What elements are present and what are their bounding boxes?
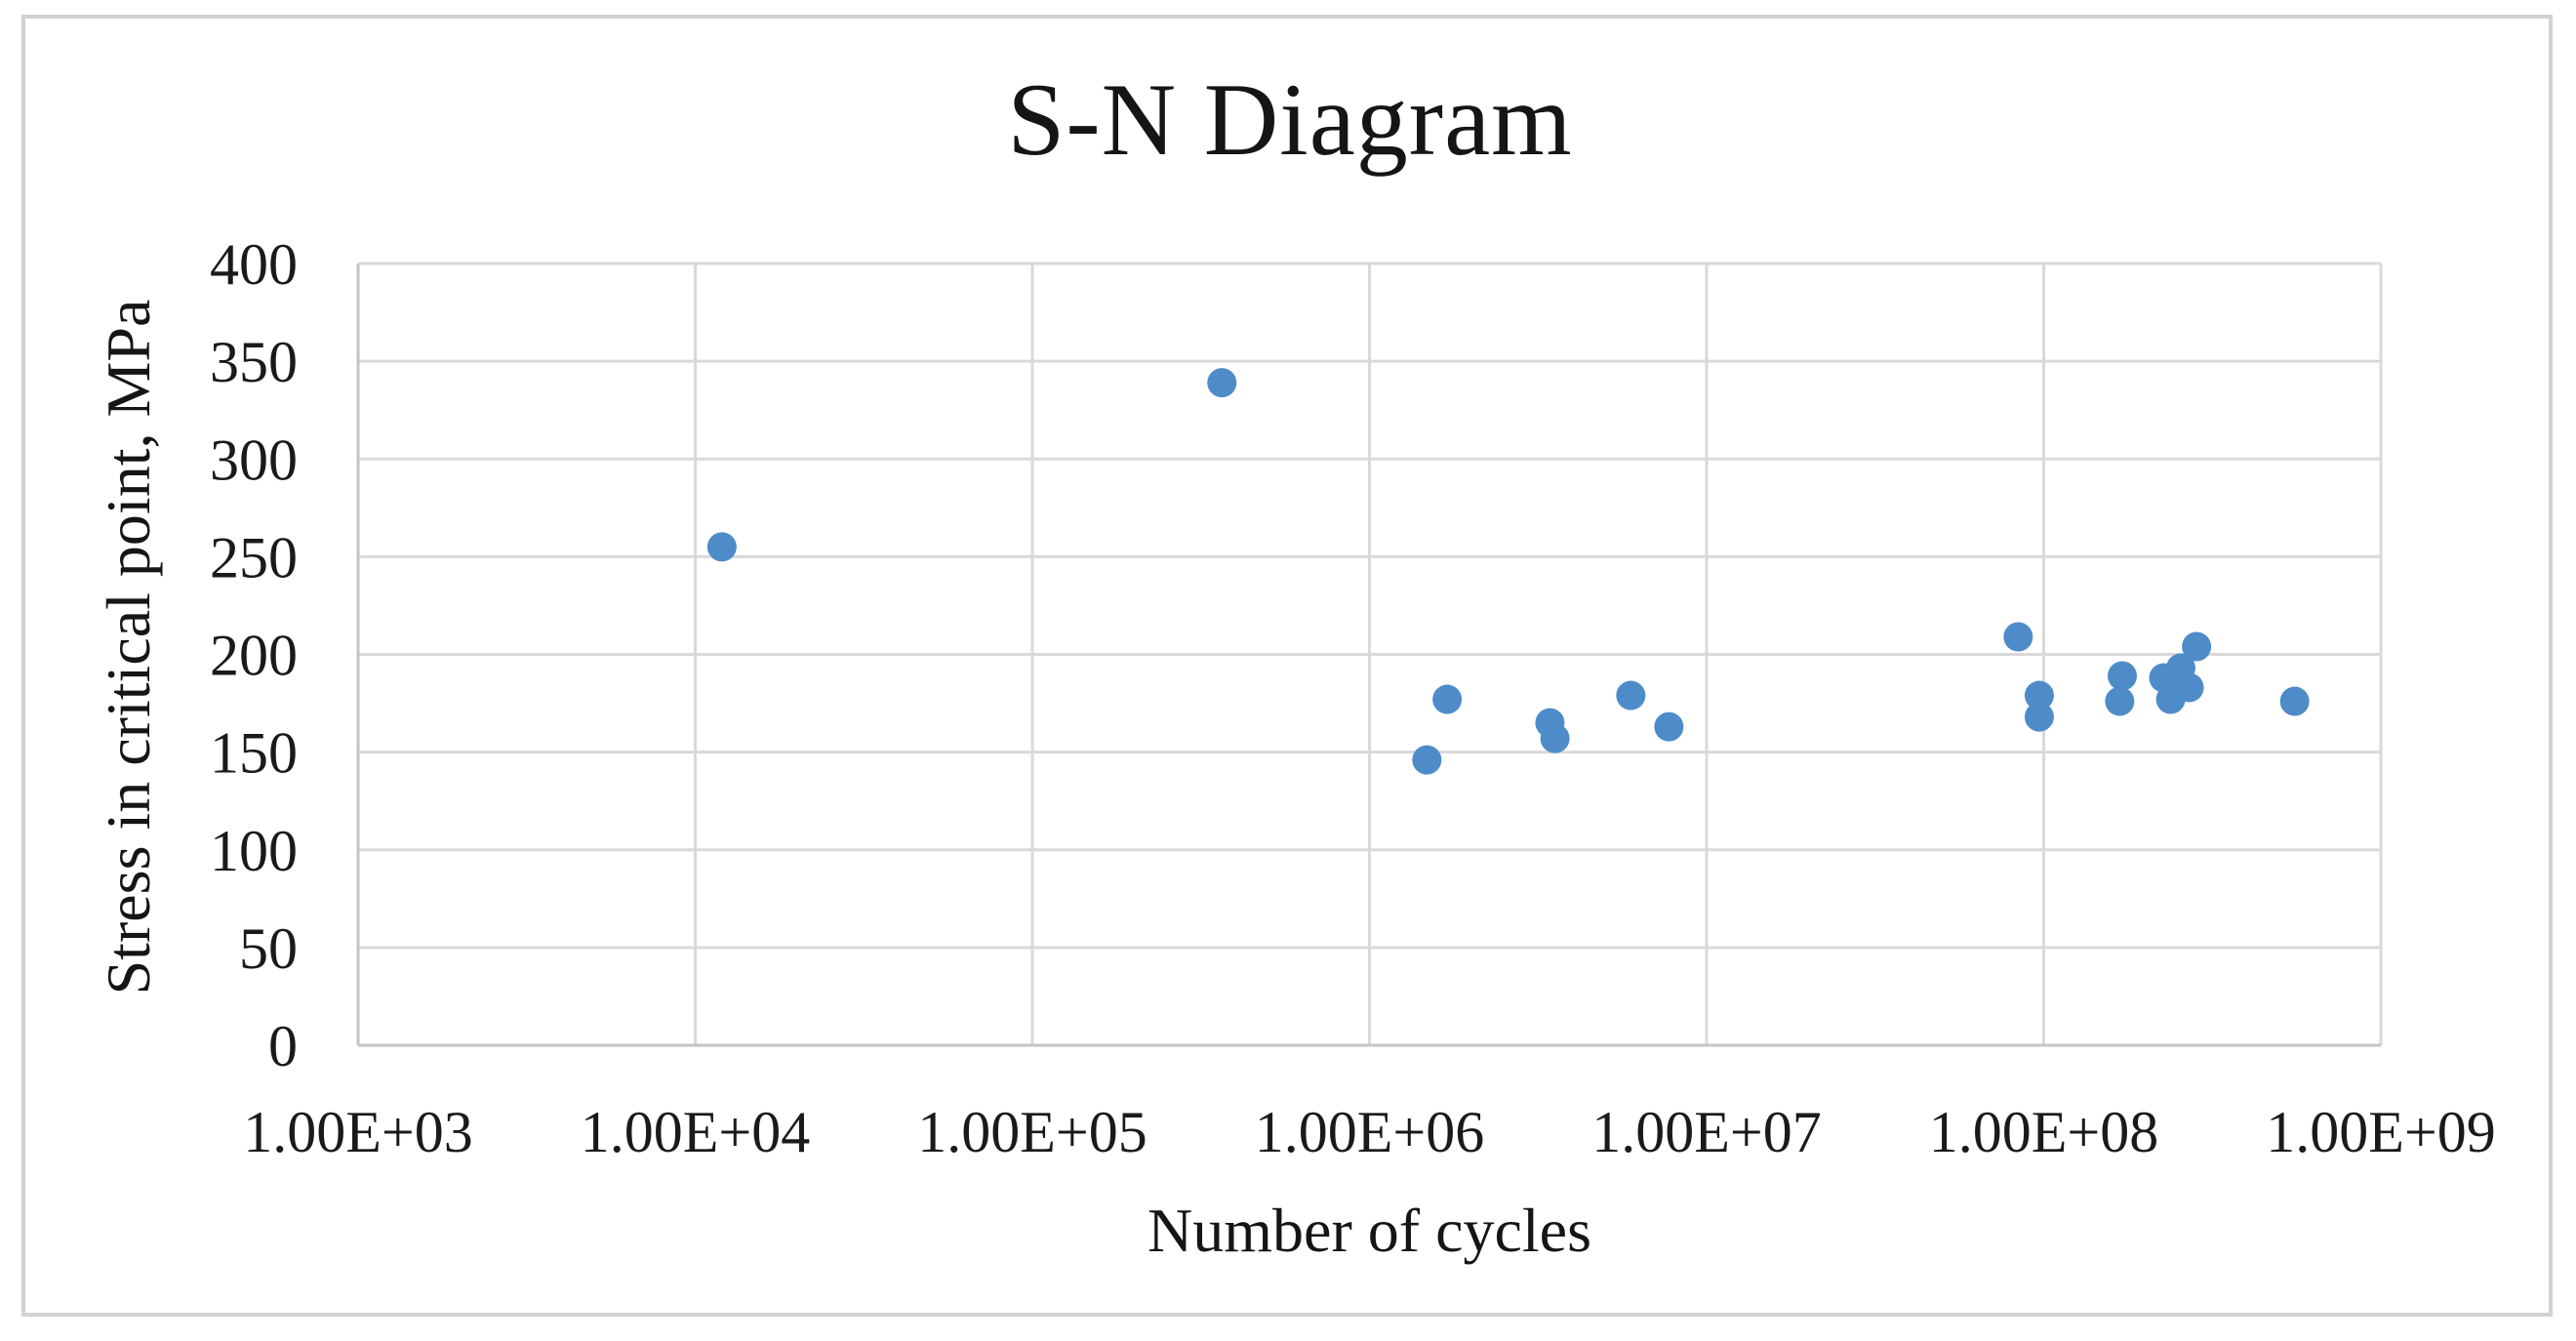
x-axis-title: Number of cycles [1147, 1196, 1591, 1265]
chart-title: S-N Diagram [1007, 62, 1573, 177]
data-point [1654, 711, 1684, 742]
data-point [1616, 680, 1646, 711]
y-tick-label: 50 [239, 916, 298, 981]
x-tick-label: 1.00E+09 [2266, 1100, 2496, 1164]
data-point [706, 532, 737, 562]
x-tick-label: 1.00E+05 [917, 1100, 1147, 1164]
data-point [2024, 702, 2054, 732]
y-tick-label: 150 [210, 721, 298, 786]
y-tick-label: 300 [210, 427, 298, 492]
data-point [2105, 686, 2135, 716]
y-tick-label: 0 [268, 1014, 298, 1078]
y-axis-title: Stress in critical point, MPa [94, 299, 163, 996]
data-point [1540, 723, 1570, 753]
data-point [1207, 368, 1237, 398]
data-point [2279, 686, 2310, 716]
y-tick-label: 100 [210, 819, 298, 883]
y-tick-label: 250 [210, 525, 298, 589]
data-point [2182, 631, 2212, 662]
y-tick-label: 200 [210, 624, 298, 688]
data-point [2108, 661, 2138, 691]
data-point [2174, 672, 2204, 703]
y-tick-label: 350 [210, 330, 298, 394]
data-point [1432, 684, 1463, 714]
data-point [2024, 680, 2054, 711]
x-tick-label: 1.00E+06 [1255, 1100, 1485, 1164]
x-tick-label: 1.00E+07 [1591, 1100, 1822, 1164]
x-tick-label: 1.00E+08 [1929, 1100, 2159, 1164]
data-point [1412, 745, 1442, 775]
y-tick-label: 400 [210, 232, 298, 297]
x-tick-label: 1.00E+03 [243, 1100, 473, 1164]
data-point [2003, 622, 2033, 652]
x-tick-label: 1.00E+04 [581, 1100, 811, 1164]
